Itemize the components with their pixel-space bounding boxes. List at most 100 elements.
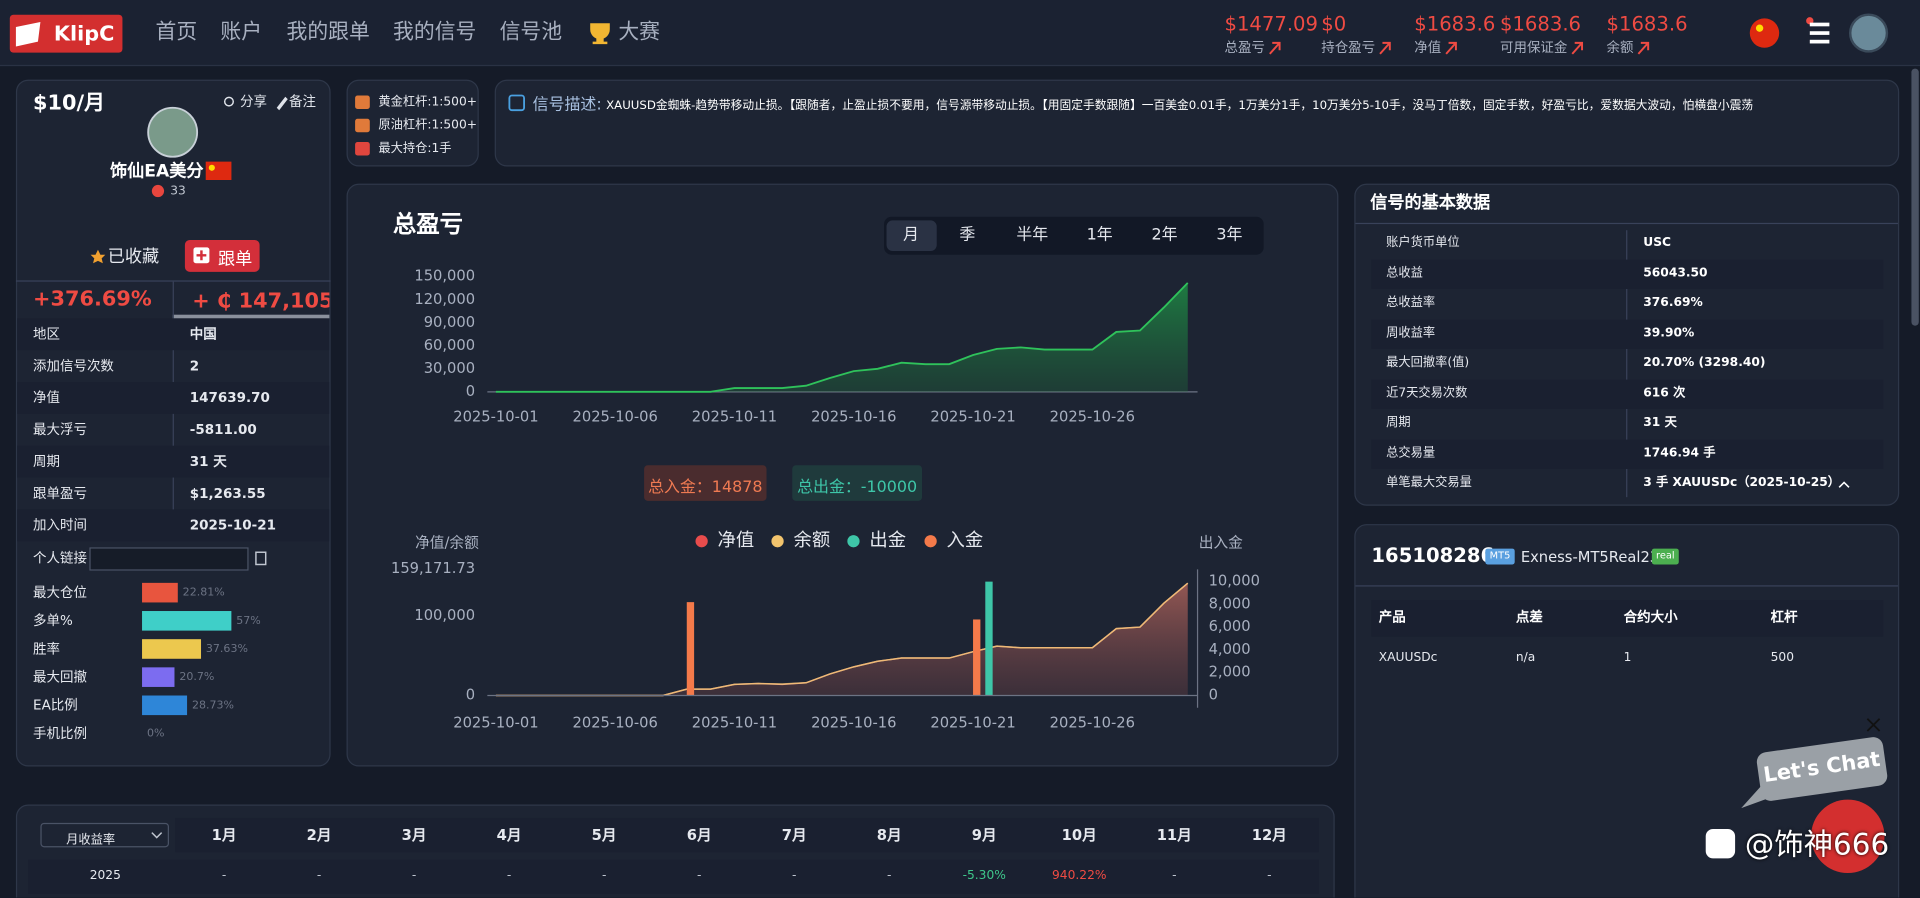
note-button[interactable]: 备注 <box>288 93 316 110</box>
basic-data-label: 最大回撤率(值) <box>1386 356 1470 370</box>
account-server: Exness-MT5Real23 <box>1520 548 1660 566</box>
month-value: 940.22% <box>1052 869 1107 883</box>
follow-button[interactable]: 跟单 <box>184 240 260 272</box>
nav-menu-item[interactable]: 我的跟单 <box>286 20 370 45</box>
month-value: -5.30% <box>962 869 1006 883</box>
profile-name: 饰仙EA美分 <box>109 161 204 182</box>
basic-data-label: 总交易量 <box>1386 446 1436 460</box>
level: 33 <box>170 184 186 199</box>
detail-label: 最大浮亏 <box>33 421 87 438</box>
basic-data-value: 31 天 <box>1643 416 1677 430</box>
share-button[interactable]: 分享 <box>240 93 267 110</box>
bar-label: 最大仓位 <box>33 584 87 601</box>
month-select[interactable]: 月收益率 <box>40 822 169 848</box>
detail-label: 周期 <box>33 453 61 470</box>
bar-label: 多单% <box>33 612 73 629</box>
bar-label: EA比例 <box>33 697 78 714</box>
month-header: 8月 <box>876 826 902 844</box>
basic-data-value: 56043.50 <box>1643 266 1708 280</box>
row-bg <box>1371 258 1884 289</box>
basic-data-value: USC <box>1643 236 1672 250</box>
month-value: - <box>316 869 322 883</box>
row-bg <box>17 445 330 478</box>
table-header: 杠杆 <box>1770 609 1798 626</box>
platform-badge: MT5 <box>1485 548 1515 565</box>
stat-value: $1477.09 <box>1224 12 1318 36</box>
bar-label: 胜率 <box>33 641 61 657</box>
leverage-item: 最大持仓:1手 <box>378 142 452 156</box>
period-tab[interactable]: 月 <box>903 225 919 245</box>
progress <box>172 314 330 319</box>
detail-label: 地区 <box>33 326 61 343</box>
signal-card <box>494 79 1900 167</box>
month-value: - <box>1267 869 1272 883</box>
row-bg <box>17 382 330 414</box>
kind-badge: real <box>1651 548 1679 565</box>
month-value: - <box>791 869 797 883</box>
y-axis-label: 净值/余额 <box>415 533 479 552</box>
table-header: 合约大小 <box>1623 609 1678 626</box>
detail-label: 加入时间 <box>33 517 87 534</box>
basic-data-value: 1746.94 手 <box>1643 446 1716 460</box>
period-tab[interactable]: 半年 <box>1016 225 1049 245</box>
nav-menu-item[interactable]: 大赛 <box>618 20 661 45</box>
month-header: 12月 <box>1251 826 1287 844</box>
month-header: 2月 <box>306 826 332 844</box>
chat-button[interactable] <box>1811 799 1885 874</box>
row-bg <box>1371 318 1884 349</box>
basic-data-label: 单笔最大交易量 <box>1386 476 1472 490</box>
month-value: - <box>411 869 417 883</box>
signal-label: 信号描述: <box>532 96 602 115</box>
table-header: 点差 <box>1515 609 1543 626</box>
month-header: 9月 <box>971 826 997 844</box>
period-tab[interactable]: 3年 <box>1216 225 1243 245</box>
leverage-item: 原油杠杆:1:500+ <box>378 118 478 133</box>
basic-data-label: 周收益率 <box>1386 326 1436 340</box>
basic-data-label: 总收益 <box>1386 266 1423 280</box>
detail-value: 2 <box>189 358 200 375</box>
month-value: - <box>1172 869 1177 883</box>
favorite-button[interactable]: 已收藏 <box>107 247 160 267</box>
y2-axis-label: 出入金 <box>1198 533 1243 552</box>
period-tab[interactable]: 1年 <box>1086 225 1113 245</box>
period-tab[interactable]: 季 <box>959 225 976 245</box>
detail-value: 147639.70 <box>189 390 270 406</box>
logo[interactable]: KlipC <box>9 14 123 53</box>
table-cell: 1 <box>1623 651 1632 665</box>
basic-data-title: 信号的基本数据 <box>1370 193 1491 214</box>
month-value: - <box>886 869 892 883</box>
stat-value: $1683.6 <box>1606 12 1688 36</box>
total-return: +376.69% <box>33 287 152 312</box>
bar-value: 20.7% <box>179 671 215 684</box>
nav-menu-item[interactable]: 信号池 <box>499 20 563 45</box>
link-input[interactable] <box>89 547 249 571</box>
nav-menu-item[interactable]: 账户 <box>220 20 263 45</box>
month-value: - <box>601 869 607 883</box>
detail-label: 添加信号次数 <box>33 358 114 375</box>
divider <box>15 280 331 282</box>
table-cell: n/a <box>1515 651 1536 665</box>
divider <box>1626 230 1628 498</box>
detail-value: 31 天 <box>189 453 227 470</box>
row-bg <box>17 318 330 351</box>
month-header: 7月 <box>781 826 807 844</box>
row-bg <box>17 509 330 542</box>
month-header: 6月 <box>686 826 712 844</box>
basic-data-value: 376.69% <box>1643 296 1703 310</box>
account-id: 165108286 <box>1371 543 1495 567</box>
period-active <box>886 220 937 252</box>
detail-label: 净值 <box>33 390 61 406</box>
stat-value: $1683.6 <box>1414 12 1496 36</box>
divider <box>1355 222 1898 225</box>
period-tab[interactable]: 2年 <box>1151 225 1178 245</box>
detail-value: -5811.00 <box>189 421 257 438</box>
month-value: - <box>696 869 702 883</box>
basic-data-label: 近7天交易次数 <box>1386 386 1468 400</box>
nav-menu-item[interactable]: 首页 <box>155 20 198 45</box>
nav-menu-item[interactable]: 我的信号 <box>393 20 477 45</box>
table-header: 产品 <box>1378 609 1406 626</box>
month-header: 3月 <box>401 826 427 844</box>
detail-label: 跟单盈亏 <box>33 485 87 502</box>
chart-title: 总盈亏 <box>393 211 463 239</box>
basic-data-value: 39.90% <box>1643 326 1695 340</box>
